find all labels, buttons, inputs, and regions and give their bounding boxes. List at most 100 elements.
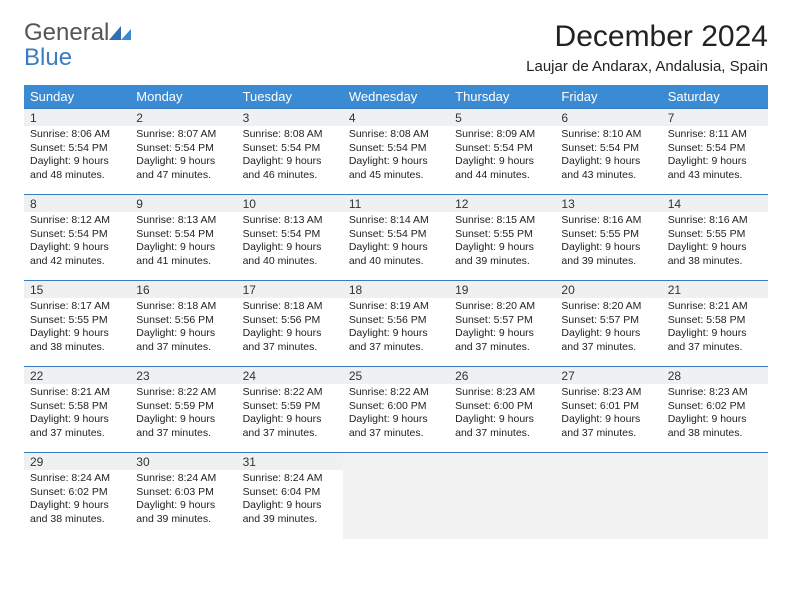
day-details: Sunrise: 8:16 AMSunset: 5:55 PMDaylight:… (555, 212, 661, 273)
daylight-line: Daylight: 9 hours and 39 minutes. (136, 499, 230, 526)
weekday-header: Friday (555, 85, 661, 109)
sunset-line: Sunset: 6:00 PM (455, 400, 549, 414)
sunrise-line: Sunrise: 8:12 AM (30, 214, 124, 228)
weekday-header: Tuesday (237, 85, 343, 109)
calendar-day-cell: 7Sunrise: 8:11 AMSunset: 5:54 PMDaylight… (662, 109, 768, 195)
weekday-header: Sunday (24, 85, 130, 109)
sunrise-line: Sunrise: 8:08 AM (243, 128, 337, 142)
sunset-line: Sunset: 5:55 PM (668, 228, 762, 242)
sunrise-line: Sunrise: 8:16 AM (668, 214, 762, 228)
day-number: 16 (130, 281, 236, 298)
day-number: 31 (237, 453, 343, 470)
daylight-line: Daylight: 9 hours and 39 minutes. (561, 241, 655, 268)
day-number: 27 (555, 367, 661, 384)
sunset-line: Sunset: 5:54 PM (349, 228, 443, 242)
daylight-line: Daylight: 9 hours and 43 minutes. (668, 155, 762, 182)
calendar-day-cell: 2Sunrise: 8:07 AMSunset: 5:54 PMDaylight… (130, 109, 236, 195)
location-text: Laujar de Andarax, Andalusia, Spain (526, 58, 768, 75)
sunset-line: Sunset: 5:59 PM (243, 400, 337, 414)
day-number: 19 (449, 281, 555, 298)
sunrise-line: Sunrise: 8:17 AM (30, 300, 124, 314)
sunset-line: Sunset: 5:54 PM (30, 228, 124, 242)
daylight-line: Daylight: 9 hours and 37 minutes. (668, 327, 762, 354)
day-details: Sunrise: 8:22 AMSunset: 5:59 PMDaylight:… (130, 384, 236, 445)
brand-blue: Blue (24, 44, 72, 71)
day-details: Sunrise: 8:15 AMSunset: 5:55 PMDaylight:… (449, 212, 555, 273)
sunrise-line: Sunrise: 8:13 AM (243, 214, 337, 228)
sunset-line: Sunset: 5:56 PM (136, 314, 230, 328)
calendar-week-row: 15Sunrise: 8:17 AMSunset: 5:55 PMDayligh… (24, 281, 768, 367)
day-number: 11 (343, 195, 449, 212)
calendar-day-cell: 1Sunrise: 8:06 AMSunset: 5:54 PMDaylight… (24, 109, 130, 195)
calendar-day-cell: 10Sunrise: 8:13 AMSunset: 5:54 PMDayligh… (237, 195, 343, 281)
sunrise-line: Sunrise: 8:23 AM (668, 386, 762, 400)
calendar-day-cell: 13Sunrise: 8:16 AMSunset: 5:55 PMDayligh… (555, 195, 661, 281)
daylight-line: Daylight: 9 hours and 37 minutes. (561, 327, 655, 354)
calendar-day-cell: 19Sunrise: 8:20 AMSunset: 5:57 PMDayligh… (449, 281, 555, 367)
day-details: Sunrise: 8:13 AMSunset: 5:54 PMDaylight:… (130, 212, 236, 273)
day-details: Sunrise: 8:07 AMSunset: 5:54 PMDaylight:… (130, 126, 236, 187)
sunrise-line: Sunrise: 8:09 AM (455, 128, 549, 142)
calendar-day-cell: 27Sunrise: 8:23 AMSunset: 6:01 PMDayligh… (555, 367, 661, 453)
daylight-line: Daylight: 9 hours and 43 minutes. (561, 155, 655, 182)
calendar-day-cell: 28Sunrise: 8:23 AMSunset: 6:02 PMDayligh… (662, 367, 768, 453)
day-details: Sunrise: 8:18 AMSunset: 5:56 PMDaylight:… (237, 298, 343, 359)
day-details: Sunrise: 8:16 AMSunset: 5:55 PMDaylight:… (662, 212, 768, 273)
brand-mark-icon (109, 20, 135, 45)
day-number: 22 (24, 367, 130, 384)
calendar-day-cell: 23Sunrise: 8:22 AMSunset: 5:59 PMDayligh… (130, 367, 236, 453)
calendar-day-cell: 29Sunrise: 8:24 AMSunset: 6:02 PMDayligh… (24, 453, 130, 539)
daylight-line: Daylight: 9 hours and 38 minutes. (30, 499, 124, 526)
daylight-line: Daylight: 9 hours and 37 minutes. (561, 413, 655, 440)
day-details: Sunrise: 8:22 AMSunset: 6:00 PMDaylight:… (343, 384, 449, 445)
sunset-line: Sunset: 5:54 PM (455, 142, 549, 156)
day-details: Sunrise: 8:17 AMSunset: 5:55 PMDaylight:… (24, 298, 130, 359)
sunset-line: Sunset: 5:56 PM (243, 314, 337, 328)
sunrise-line: Sunrise: 8:10 AM (561, 128, 655, 142)
sunset-line: Sunset: 5:54 PM (243, 142, 337, 156)
calendar-day-cell: 31Sunrise: 8:24 AMSunset: 6:04 PMDayligh… (237, 453, 343, 539)
daylight-line: Daylight: 9 hours and 37 minutes. (136, 413, 230, 440)
calendar-day-cell: 6Sunrise: 8:10 AMSunset: 5:54 PMDaylight… (555, 109, 661, 195)
sunrise-line: Sunrise: 8:18 AM (243, 300, 337, 314)
calendar-day-cell: 9Sunrise: 8:13 AMSunset: 5:54 PMDaylight… (130, 195, 236, 281)
daylight-line: Daylight: 9 hours and 37 minutes. (455, 413, 549, 440)
day-details: Sunrise: 8:21 AMSunset: 5:58 PMDaylight:… (24, 384, 130, 445)
sunrise-line: Sunrise: 8:22 AM (243, 386, 337, 400)
calendar-empty-cell (555, 453, 661, 539)
daylight-line: Daylight: 9 hours and 42 minutes. (30, 241, 124, 268)
calendar-day-cell: 18Sunrise: 8:19 AMSunset: 5:56 PMDayligh… (343, 281, 449, 367)
daylight-line: Daylight: 9 hours and 46 minutes. (243, 155, 337, 182)
day-number: 29 (24, 453, 130, 470)
sunset-line: Sunset: 6:02 PM (668, 400, 762, 414)
day-details: Sunrise: 8:12 AMSunset: 5:54 PMDaylight:… (24, 212, 130, 273)
day-number: 4 (343, 109, 449, 126)
sunset-line: Sunset: 5:58 PM (30, 400, 124, 414)
calendar-week-row: 8Sunrise: 8:12 AMSunset: 5:54 PMDaylight… (24, 195, 768, 281)
day-number: 5 (449, 109, 555, 126)
day-number: 12 (449, 195, 555, 212)
day-details: Sunrise: 8:22 AMSunset: 5:59 PMDaylight:… (237, 384, 343, 445)
calendar-empty-cell (343, 453, 449, 539)
day-details: Sunrise: 8:20 AMSunset: 5:57 PMDaylight:… (449, 298, 555, 359)
day-number: 7 (662, 109, 768, 126)
calendar-header-row: SundayMondayTuesdayWednesdayThursdayFrid… (24, 85, 768, 109)
day-number: 13 (555, 195, 661, 212)
sunrise-line: Sunrise: 8:11 AM (668, 128, 762, 142)
calendar-day-cell: 21Sunrise: 8:21 AMSunset: 5:58 PMDayligh… (662, 281, 768, 367)
sunrise-line: Sunrise: 8:15 AM (455, 214, 549, 228)
daylight-line: Daylight: 9 hours and 40 minutes. (243, 241, 337, 268)
daylight-line: Daylight: 9 hours and 38 minutes. (30, 327, 124, 354)
day-details: Sunrise: 8:24 AMSunset: 6:04 PMDaylight:… (237, 470, 343, 531)
daylight-line: Daylight: 9 hours and 44 minutes. (455, 155, 549, 182)
daylight-line: Daylight: 9 hours and 40 minutes. (349, 241, 443, 268)
calendar-day-cell: 14Sunrise: 8:16 AMSunset: 5:55 PMDayligh… (662, 195, 768, 281)
sunset-line: Sunset: 5:54 PM (243, 228, 337, 242)
sunrise-line: Sunrise: 8:22 AM (349, 386, 443, 400)
day-details: Sunrise: 8:19 AMSunset: 5:56 PMDaylight:… (343, 298, 449, 359)
calendar-day-cell: 17Sunrise: 8:18 AMSunset: 5:56 PMDayligh… (237, 281, 343, 367)
sunset-line: Sunset: 6:04 PM (243, 486, 337, 500)
title-block: December 2024 Laujar de Andarax, Andalus… (526, 20, 768, 75)
sunrise-line: Sunrise: 8:20 AM (561, 300, 655, 314)
day-details: Sunrise: 8:13 AMSunset: 5:54 PMDaylight:… (237, 212, 343, 273)
